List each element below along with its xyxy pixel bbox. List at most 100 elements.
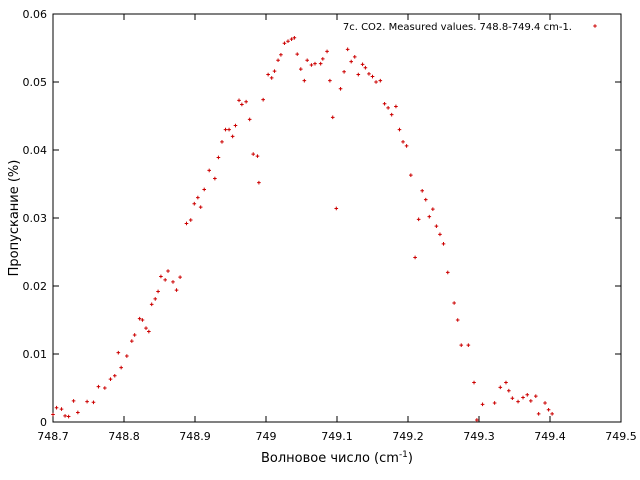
axis-ticks [53,14,621,422]
data-point [536,412,541,416]
data-point [66,414,71,419]
data-point [546,407,551,412]
data-point [137,316,142,321]
data-point [289,37,294,41]
data-point [63,414,67,418]
data-point [328,78,332,83]
data-point [416,217,421,222]
legend-label: 7c. CO2. Measured values. 748.8-749.4 cm… [343,22,572,33]
data-point [216,155,221,160]
data-point [59,407,64,411]
data-point [459,343,464,347]
data-point [504,380,508,385]
data-point [360,62,365,67]
data-point [51,412,55,417]
data-point [255,154,260,158]
data-point [54,405,59,410]
data-point [550,412,554,416]
data-point [386,106,390,110]
data-point [213,176,217,181]
data-point [279,53,283,57]
data-point [230,134,235,139]
data-point [251,152,256,156]
data-point [198,205,203,209]
data-point [510,396,515,400]
y-tick-label: 0.05 [23,76,48,89]
data-point [223,127,228,132]
y-tick-label: 0.04 [23,144,48,157]
data-point [202,187,207,192]
data-point [356,72,361,77]
data-point [374,80,378,84]
data-point [452,301,456,305]
data-point [171,280,175,284]
plot-frame [52,13,622,423]
data-point [130,339,134,343]
data-point [282,41,287,46]
data-point [543,401,547,405]
data-point [184,221,189,226]
data-point [305,58,309,63]
data-point [325,49,329,54]
data-point [272,69,277,73]
data-point [349,59,353,64]
data-point [318,61,323,66]
data-point [367,72,371,76]
data-point [404,144,409,148]
data-point [302,78,307,83]
data-point [529,399,533,403]
x-tick-label: 749.1 [321,430,353,443]
data-point [286,39,290,43]
data-point [363,65,368,70]
data-point [445,270,450,275]
data-point [132,333,137,337]
data-point [159,274,163,279]
data-point [247,117,252,122]
data-point [76,410,80,415]
data-point [295,52,300,56]
y-tick-label: 0 [40,416,47,429]
y-tick-label: 0.06 [23,8,48,21]
data-point [345,47,350,52]
data-point [240,102,244,107]
data-point [472,380,476,385]
data-point [397,127,402,132]
x-tick-label: 749.2 [392,430,424,443]
data-point [370,74,375,79]
data-point [261,97,265,102]
data-point [466,343,471,347]
data-point [409,173,413,177]
data-point [427,214,432,219]
data-point [292,36,297,40]
data-point [196,195,200,200]
data-point [153,297,158,301]
data-point [338,87,343,91]
data-point [382,101,387,106]
legend-marker [593,24,597,28]
x-tick-labels: 748.7 748.8 748.9 749 749.1 749.2 749.3 749.4 74… [37,430,637,443]
data-point [521,395,525,400]
x-axis-title-tail: ) [408,451,413,466]
x-tick-label: 748.9 [179,430,211,443]
data-points [51,36,554,422]
data-point [438,232,442,237]
data-point [455,318,460,322]
data-point [475,418,479,422]
data-point [257,180,261,185]
data-point [423,197,428,202]
x-axis-title-text: Волновое число (cm [261,451,399,466]
x-tick-label: 748.7 [37,430,69,443]
data-point [342,70,346,74]
data-point [207,168,211,173]
data-point [116,350,121,355]
data-point [147,329,151,334]
data-point [321,57,325,61]
data-point [125,354,129,358]
data-point [507,388,511,393]
data-point [269,76,274,80]
data-point [233,123,238,128]
data-point [112,373,117,378]
data-point [166,269,170,273]
data-point [85,399,89,404]
